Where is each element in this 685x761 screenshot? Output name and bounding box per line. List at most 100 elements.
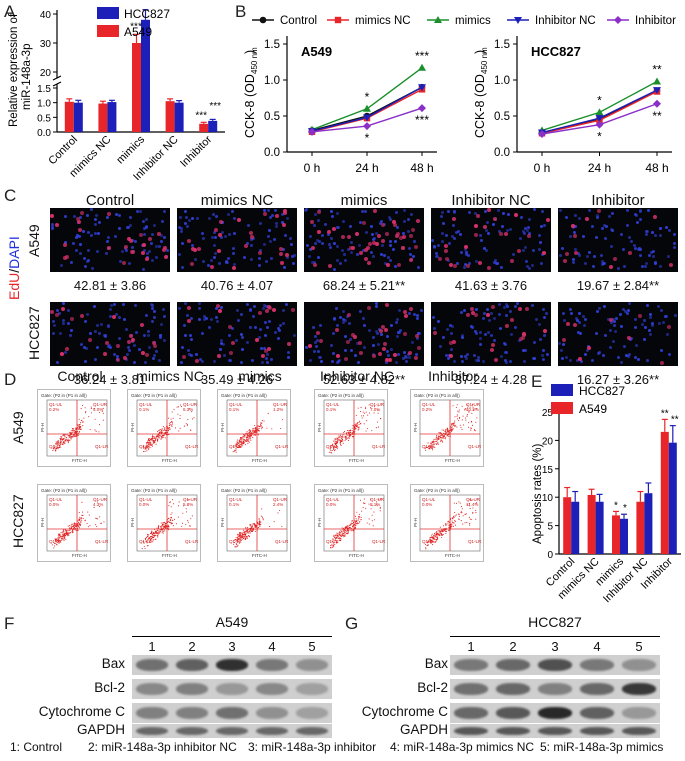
event-dot: [165, 522, 167, 525]
event-dot: [459, 502, 461, 504]
flow-plot: Gate: (P2 in (P1 in all)) Q1-UL 0.1% Q1-UR 2…: [217, 484, 291, 562]
y-tick-label: 1.5: [494, 39, 510, 51]
event-dot: [149, 443, 151, 445]
y-axis-label-subscript: 450 nm: [250, 47, 259, 74]
nucleus-dapi: [62, 302, 66, 306]
nucleus-dapi: [416, 265, 420, 269]
nucleus-dapi: [240, 335, 244, 339]
nucleus-dapi: [75, 236, 79, 240]
event-dot: [60, 440, 62, 443]
event-dot: [472, 511, 474, 514]
event-dot: [245, 530, 247, 532]
quadrant-ul-label: Q1-UL: [49, 497, 63, 502]
event-dot: [334, 449, 336, 451]
event-dot: [96, 525, 98, 527]
nucleus-dapi: [475, 332, 479, 336]
gate-text: Gate: (P2 in (P1 in all)): [221, 393, 267, 398]
nucleus-dapi: [180, 241, 184, 245]
event-dot: [68, 436, 70, 438]
event-dot: [370, 508, 372, 510]
nucleus-dapi: [528, 266, 532, 270]
nucleus-dapi: [69, 328, 73, 332]
quadrant-ll-label: Q1-LL: [139, 539, 152, 544]
quadrant-ul-value: 0.1%: [139, 407, 149, 412]
event-dot: [469, 507, 471, 510]
event-dot: [177, 413, 179, 415]
nucleus-dapi: [395, 318, 399, 322]
nucleus-edu: [493, 217, 498, 222]
nucleus-dapi: [144, 225, 148, 229]
event-dot: [55, 538, 57, 540]
event-dot: [63, 538, 66, 540]
nucleus-dapi: [646, 208, 650, 212]
event-dot: [266, 427, 268, 429]
event-dot: [72, 428, 74, 430]
event-dot: [426, 545, 428, 547]
event-dot: [441, 429, 443, 431]
event-dot: [160, 432, 162, 434]
event-dot: [332, 445, 334, 447]
nucleus-dapi: [128, 349, 132, 353]
nucleus-dapi: [74, 248, 78, 252]
nucleus-dapi: [625, 353, 629, 357]
nucleus-dapi: [358, 243, 362, 247]
event-dot: [240, 443, 242, 445]
quadrant-ul-label: Q1-UL: [139, 402, 153, 407]
nucleus-dapi: [634, 325, 638, 329]
nucleus-dapi: [606, 317, 610, 321]
quadrant-ur-label: Q1-UR: [466, 402, 481, 407]
nucleus-dapi: [203, 314, 207, 318]
nucleus-edu: [284, 253, 289, 258]
event-dot: [338, 435, 340, 437]
event-dot: [432, 442, 434, 444]
event-dot: [343, 536, 345, 538]
nucleus-dapi: [404, 360, 408, 364]
nucleus-dapi: [565, 356, 569, 360]
event-dot: [70, 524, 72, 526]
nucleus-edu: [141, 250, 146, 255]
event-dot: [236, 545, 238, 547]
event-dot: [344, 534, 346, 536]
nucleus-dapi: [131, 245, 135, 249]
quadrant-ul-label: Q1-UL: [326, 402, 340, 407]
event-dot: [469, 522, 471, 525]
legend-marker: [434, 16, 442, 23]
axis-y-label: PI-H: [413, 518, 418, 527]
event-dot: [143, 447, 145, 449]
event-dot: [440, 439, 442, 441]
nucleus-dapi: [482, 312, 486, 316]
nucleus-dapi: [523, 349, 527, 353]
quadrant-lr-label: Q1-LR: [275, 539, 289, 544]
nucleus-dapi: [219, 348, 223, 352]
bar-A549: [660, 431, 669, 554]
nucleus-dapi: [578, 253, 582, 257]
event-dot: [77, 520, 79, 522]
event-dot: [152, 445, 154, 447]
event-dot: [440, 440, 442, 443]
event-dot: [350, 429, 352, 431]
data-point-Inhibitor NC: [595, 115, 604, 123]
event-dot: [429, 538, 431, 540]
nucleus-dapi: [213, 244, 217, 248]
legend-label-mimics: mimics: [455, 15, 491, 27]
nucleus-edu: [69, 317, 74, 322]
nucleus-edu: [243, 243, 248, 248]
event-dot: [344, 431, 346, 433]
event-dot: [59, 537, 61, 539]
legend-label-mimics NC: mimics NC: [355, 15, 411, 27]
event-dot: [433, 441, 435, 443]
event-dot: [254, 434, 257, 436]
blot-band: [538, 707, 572, 719]
nucleus-dapi: [487, 318, 491, 322]
event-dot: [437, 436, 439, 438]
blot-band: [296, 683, 328, 695]
nucleus-edu: [482, 225, 487, 230]
nucleus-dapi: [214, 316, 218, 320]
nucleus-dapi: [498, 230, 502, 234]
event-dot: [242, 536, 244, 538]
event-dot: [233, 446, 235, 448]
event-dot: [153, 528, 155, 530]
nucleus-dapi: [599, 253, 603, 257]
nucleus-dapi: [650, 321, 654, 325]
nucleus-edu: [130, 250, 135, 255]
